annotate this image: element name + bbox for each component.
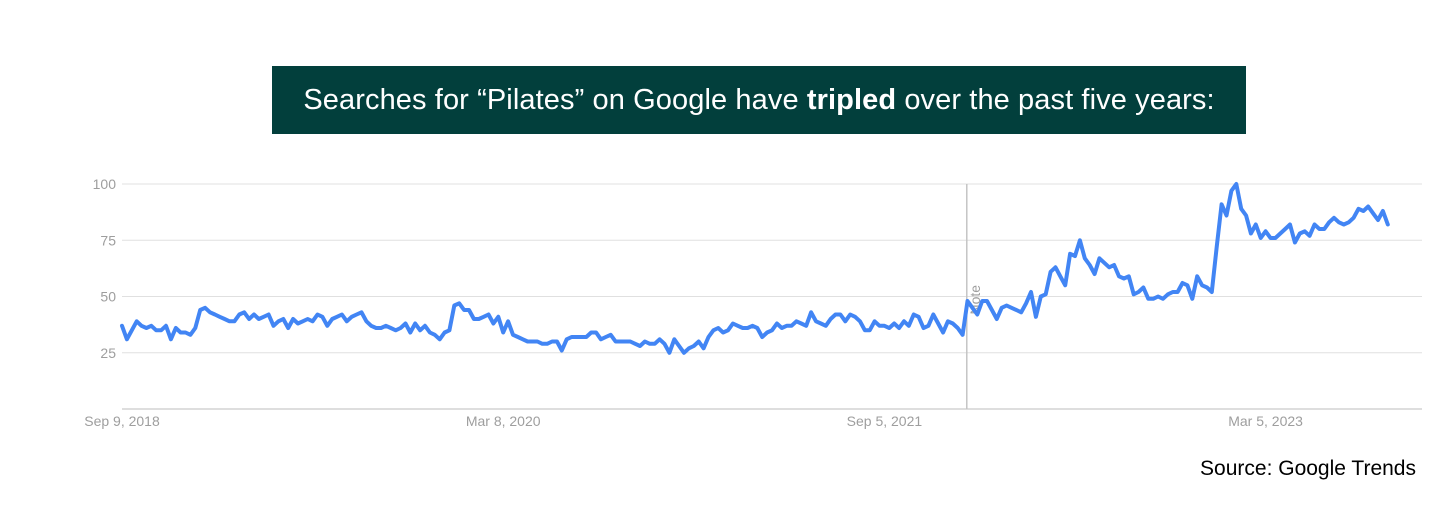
y-tick-label: 25 bbox=[100, 345, 116, 361]
headline-banner: Searches for “Pilates” on Google have tr… bbox=[272, 66, 1246, 134]
source-credit: Source: Google Trends bbox=[1200, 457, 1416, 480]
y-tick-label: 100 bbox=[93, 176, 117, 192]
headline-text: Searches for “Pilates” on Google have tr… bbox=[303, 83, 1215, 116]
x-tick-label: Mar 8, 2020 bbox=[466, 413, 541, 429]
x-tick-label: Sep 5, 2021 bbox=[847, 413, 923, 429]
y-tick-label: 75 bbox=[100, 232, 116, 248]
headline-emphasis: tripled bbox=[806, 83, 897, 116]
series-line bbox=[120, 182, 1390, 355]
x-tick-label: Sep 9, 2018 bbox=[84, 413, 160, 429]
y-tick-label: 50 bbox=[100, 289, 116, 305]
x-tick-label: Mar 5, 2023 bbox=[1228, 413, 1303, 429]
